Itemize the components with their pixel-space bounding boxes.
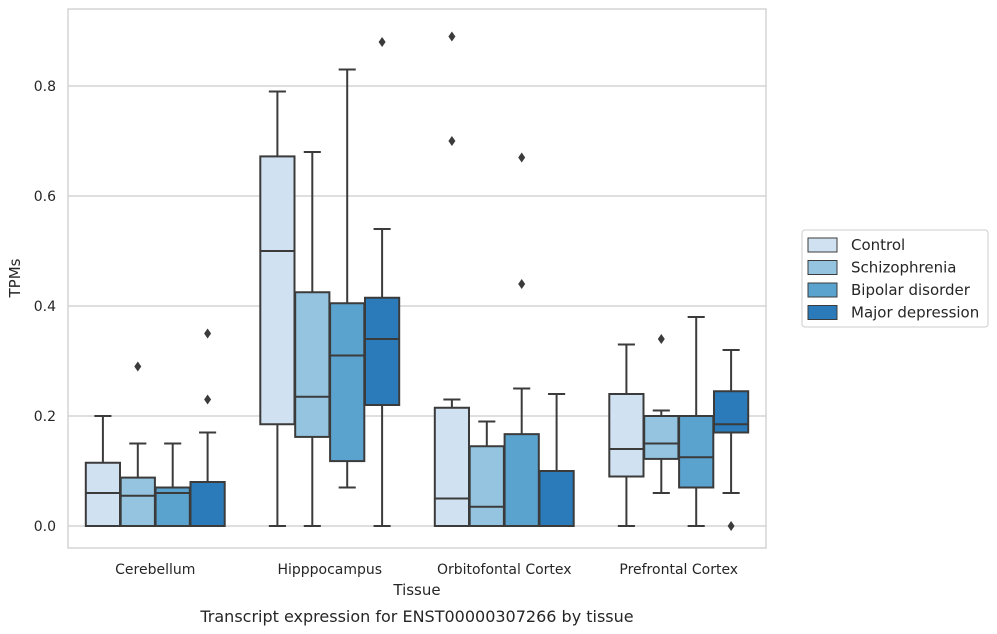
box-body bbox=[329, 302, 366, 463]
box-body bbox=[119, 476, 156, 528]
legend-label: Control bbox=[851, 236, 905, 254]
box-major-depression bbox=[538, 393, 575, 527]
box-control bbox=[84, 415, 122, 527]
box-body bbox=[294, 291, 331, 438]
outlier-point bbox=[448, 136, 456, 146]
box-body bbox=[643, 415, 680, 460]
outlier-point bbox=[518, 279, 526, 289]
box-body bbox=[678, 415, 715, 489]
y-tick-label: 0.2 bbox=[34, 409, 56, 425]
x-tick-label: Prefrontal Cortex bbox=[619, 562, 738, 578]
box-bipolar-disorder bbox=[678, 316, 715, 527]
box-body bbox=[608, 393, 645, 478]
box-body bbox=[468, 445, 505, 527]
outlier-point bbox=[448, 31, 456, 42]
box-major-depression bbox=[363, 37, 401, 527]
y-axis-title: TPMs bbox=[6, 258, 24, 298]
box-body bbox=[259, 155, 296, 426]
legend-label: Schizophrenia bbox=[851, 259, 956, 277]
legend-swatch bbox=[807, 305, 838, 320]
x-axis-ticks: Cerebellum Hipppocampus Orbitofontal Corte… bbox=[115, 562, 738, 578]
x-tick-label: Cerebellum bbox=[115, 562, 195, 578]
box-body bbox=[363, 296, 401, 406]
box-major-depression bbox=[189, 328, 226, 527]
outlier-point bbox=[134, 361, 142, 372]
outlier-point bbox=[727, 521, 735, 531]
box-schizophrenia bbox=[468, 420, 505, 527]
legend: Control Schizophrenia Bipolar disorder Majo… bbox=[801, 229, 989, 328]
y-tick-label: 0.0 bbox=[34, 519, 56, 535]
x-tick-label: Orbitofontal Cortex bbox=[437, 562, 572, 578]
x-tick-label: Hipppocampus bbox=[277, 562, 382, 578]
legend-swatch bbox=[807, 282, 838, 298]
outlier-point bbox=[657, 334, 665, 344]
box-body bbox=[712, 390, 750, 434]
outlier-point bbox=[204, 328, 212, 339]
box-body bbox=[189, 481, 226, 527]
legend-swatch bbox=[807, 260, 838, 275]
y-axis-ticks: 0.0 0.2 0.4 0.6 0.8 bbox=[34, 79, 56, 535]
box-control bbox=[608, 343, 645, 527]
box-major-depression bbox=[712, 349, 750, 531]
box-body bbox=[84, 461, 122, 527]
y-tick-label: 0.8 bbox=[34, 79, 56, 95]
box-bipolar-disorder bbox=[154, 442, 191, 527]
legend-frame bbox=[801, 229, 989, 328]
y-tick-label: 0.6 bbox=[34, 189, 56, 205]
legend-label: Major depression bbox=[851, 304, 979, 322]
box-control bbox=[259, 90, 296, 527]
box-body bbox=[433, 406, 471, 527]
box-body bbox=[503, 433, 540, 527]
plot-frame bbox=[67, 8, 767, 549]
y-tick-label: 0.4 bbox=[34, 299, 56, 315]
x-axis-title: Tissue bbox=[392, 581, 440, 599]
boxes bbox=[84, 31, 750, 531]
box-body bbox=[538, 470, 575, 527]
outlier-point bbox=[378, 37, 386, 47]
outlier-point bbox=[204, 394, 212, 405]
chart-caption: Transcript expression for ENST0000030726… bbox=[199, 607, 633, 626]
legend-swatch bbox=[807, 237, 838, 253]
legend-label: Bipolar disorder bbox=[851, 281, 971, 299]
outlier-point bbox=[518, 152, 526, 163]
